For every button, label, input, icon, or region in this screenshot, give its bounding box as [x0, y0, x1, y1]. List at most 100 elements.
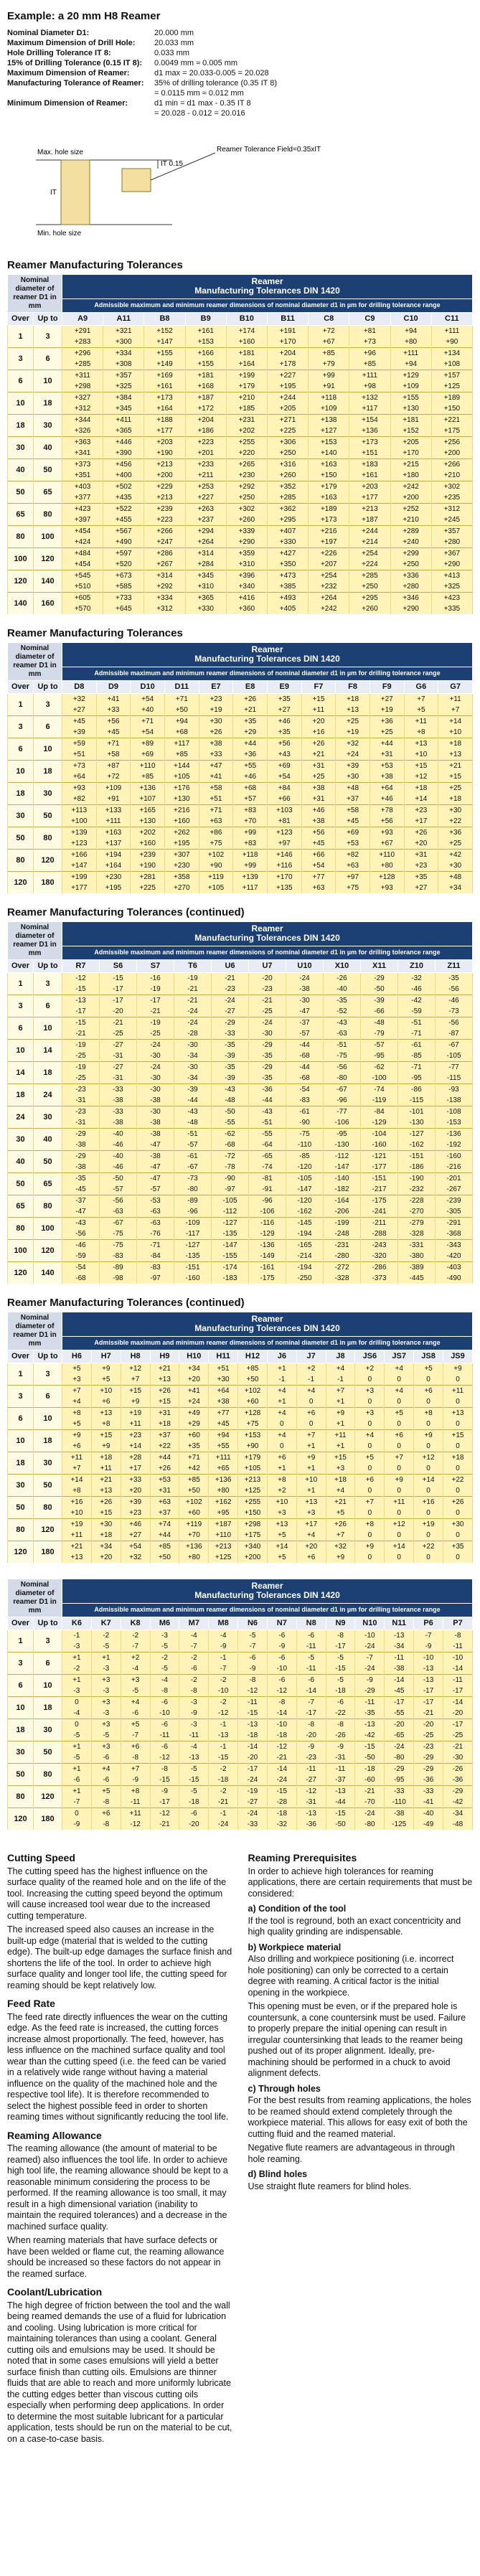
max-cell: -2 [208, 1696, 239, 1708]
min-cell: -84 [136, 1251, 174, 1262]
min-cell: +151 [349, 448, 391, 459]
min-cell: -7 [120, 1730, 151, 1741]
upto-cell: 18 [33, 760, 62, 783]
min-cell: +298 [61, 381, 104, 392]
param-value: d1 min = d1 max - 0.35 IT 8 [154, 99, 251, 108]
max-cell: +144 [164, 760, 199, 771]
min-cell: +54 [301, 860, 337, 872]
max-cell: -231 [323, 1239, 361, 1251]
max-cell: +129 [390, 370, 432, 381]
min-cell: +295 [266, 514, 309, 526]
param-value: = 20.028 - 0.012 = 20.016 [154, 109, 245, 118]
min-cell: 0 [384, 1419, 415, 1430]
min-cell: -3 [90, 1663, 121, 1675]
max-cell: +71 [198, 804, 234, 816]
max-cell: +60 [179, 1429, 210, 1441]
column-header: H6 [62, 1350, 92, 1363]
min-cell: -15 [237, 1708, 268, 1719]
min-cell: 0 [354, 1419, 385, 1430]
min-cell: +260 [266, 470, 309, 481]
min-cell: 0 [354, 1396, 385, 1408]
max-cell: +69 [266, 760, 302, 771]
max-cell: +204 [184, 414, 227, 426]
min-cell: +21 [232, 705, 268, 716]
max-cell: -56 [323, 1061, 361, 1073]
min-cell: -68 [62, 1273, 100, 1284]
max-cell: -29 [442, 1785, 474, 1797]
max-cell: +11 [120, 1808, 151, 1819]
max-cell: -127 [211, 1217, 249, 1228]
min-cell: +13 [62, 1552, 92, 1563]
min-cell: -138 [435, 1095, 473, 1106]
min-cell: +190 [143, 448, 186, 459]
max-cell: -2 [208, 1763, 239, 1774]
min-cell: -24 [208, 1819, 239, 1830]
min-cell: -4 [62, 1708, 92, 1719]
row-min: -2 -3 -4 -5 -6 -7 -9 -10 -11 -15 -24 -38 -13 -14 [8, 1663, 474, 1675]
max-cell: +5 [120, 1719, 151, 1730]
min-cell: -31 [62, 1117, 100, 1129]
row-min: -3 -5 -7 -5 -7 -9 -7 -9 -11 -17 -24 -34 -9 -11 [8, 1641, 474, 1653]
max-cell: -62 [360, 1061, 398, 1073]
max-cell: +15 [301, 693, 337, 705]
column-header: Z11 [435, 959, 473, 973]
row-max: 50 80 +16 +26 +39 +63 +102 +162 +255 +10 +13 +21 +7 +… [7, 1496, 474, 1519]
max-cell: -43 [323, 1017, 361, 1028]
table-gap [7, 1563, 473, 1579]
min-cell: -232 [397, 1184, 436, 1195]
min-cell: +22 [149, 1441, 180, 1452]
min-cell: -175 [248, 1273, 286, 1284]
min-cell: -12 [149, 1752, 180, 1764]
min-cell: +25 [301, 771, 337, 783]
min-cell: -42 [354, 1730, 385, 1741]
max-cell: +9 [413, 1429, 443, 1441]
paragraph: Negative flute reamers are advantageous … [248, 2143, 455, 2164]
max-cell: +32 [62, 693, 97, 705]
max-cell: +9 [296, 1452, 326, 1463]
max-cell: +16 [413, 1496, 443, 1508]
max-cell: +111 [349, 370, 391, 381]
column-header: R7 [62, 959, 100, 973]
over-cell: 50 [7, 1172, 34, 1195]
min-cell: -11 [296, 1663, 326, 1675]
min-cell: -368 [435, 1228, 473, 1240]
upto-header: Up to [33, 312, 62, 326]
max-cell: +128 [237, 1407, 268, 1419]
max-cell: -51 [397, 1017, 436, 1028]
max-cell: +357 [103, 370, 145, 381]
max-cell: -2 [149, 1652, 180, 1663]
over-header: Over [7, 680, 34, 694]
min-cell: +60 [179, 1508, 210, 1519]
tables: Reamer Manufacturing Tolerances Nominal d… [7, 259, 474, 1830]
min-cell: +116 [266, 860, 302, 872]
column-header: F9 [369, 680, 405, 694]
max-cell: +9 [90, 1363, 121, 1374]
param-value: = 0.0115 mm ≈ 0.012 mm [154, 89, 244, 98]
column-header: K6 [62, 1617, 92, 1630]
hole-field [60, 159, 90, 225]
min-cell: -23 [211, 984, 249, 995]
max-cell: -15 [266, 1785, 297, 1797]
max-cell: +94 [164, 715, 199, 727]
nominal-header: Nominal diameter of reamer D1 in mm [7, 642, 62, 681]
max-cell: +6 [296, 1407, 326, 1419]
min-cell: -248 [323, 1228, 361, 1240]
max-cell: +202 [130, 827, 165, 838]
min-cell: -106 [323, 1117, 361, 1129]
min-cell: -52 [323, 1006, 361, 1017]
row-max: 14 18 -19 -27 -24 -30 -35 -29 -44 -56 -62 -71 -77 [7, 1061, 473, 1084]
max-cell: +13 [296, 1496, 326, 1508]
max-cell: +411 [103, 414, 145, 426]
max-cell: -105 [286, 1172, 324, 1184]
min-cell: +19 [369, 705, 405, 716]
max-cell: +4 [90, 1763, 121, 1774]
tolerance-table: Nominal diameter of reamer D1 in mm Reame… [7, 274, 474, 614]
max-cell: -29 [62, 1128, 100, 1139]
max-cell: +4 [266, 1385, 297, 1396]
row-max: 3 6 -13 -17 -17 -21 -24 -21 -30 -35 -39 -42 -46 [7, 995, 473, 1017]
max-cell: -30 [286, 995, 324, 1006]
max-cell: +42 [438, 849, 473, 860]
max-cell: +244 [349, 525, 391, 537]
row-min: -31 -38 -38 -44 -48 -44 -83 -96 -119 -115 -138 [8, 1095, 473, 1106]
over-cell: 50 [7, 827, 34, 850]
